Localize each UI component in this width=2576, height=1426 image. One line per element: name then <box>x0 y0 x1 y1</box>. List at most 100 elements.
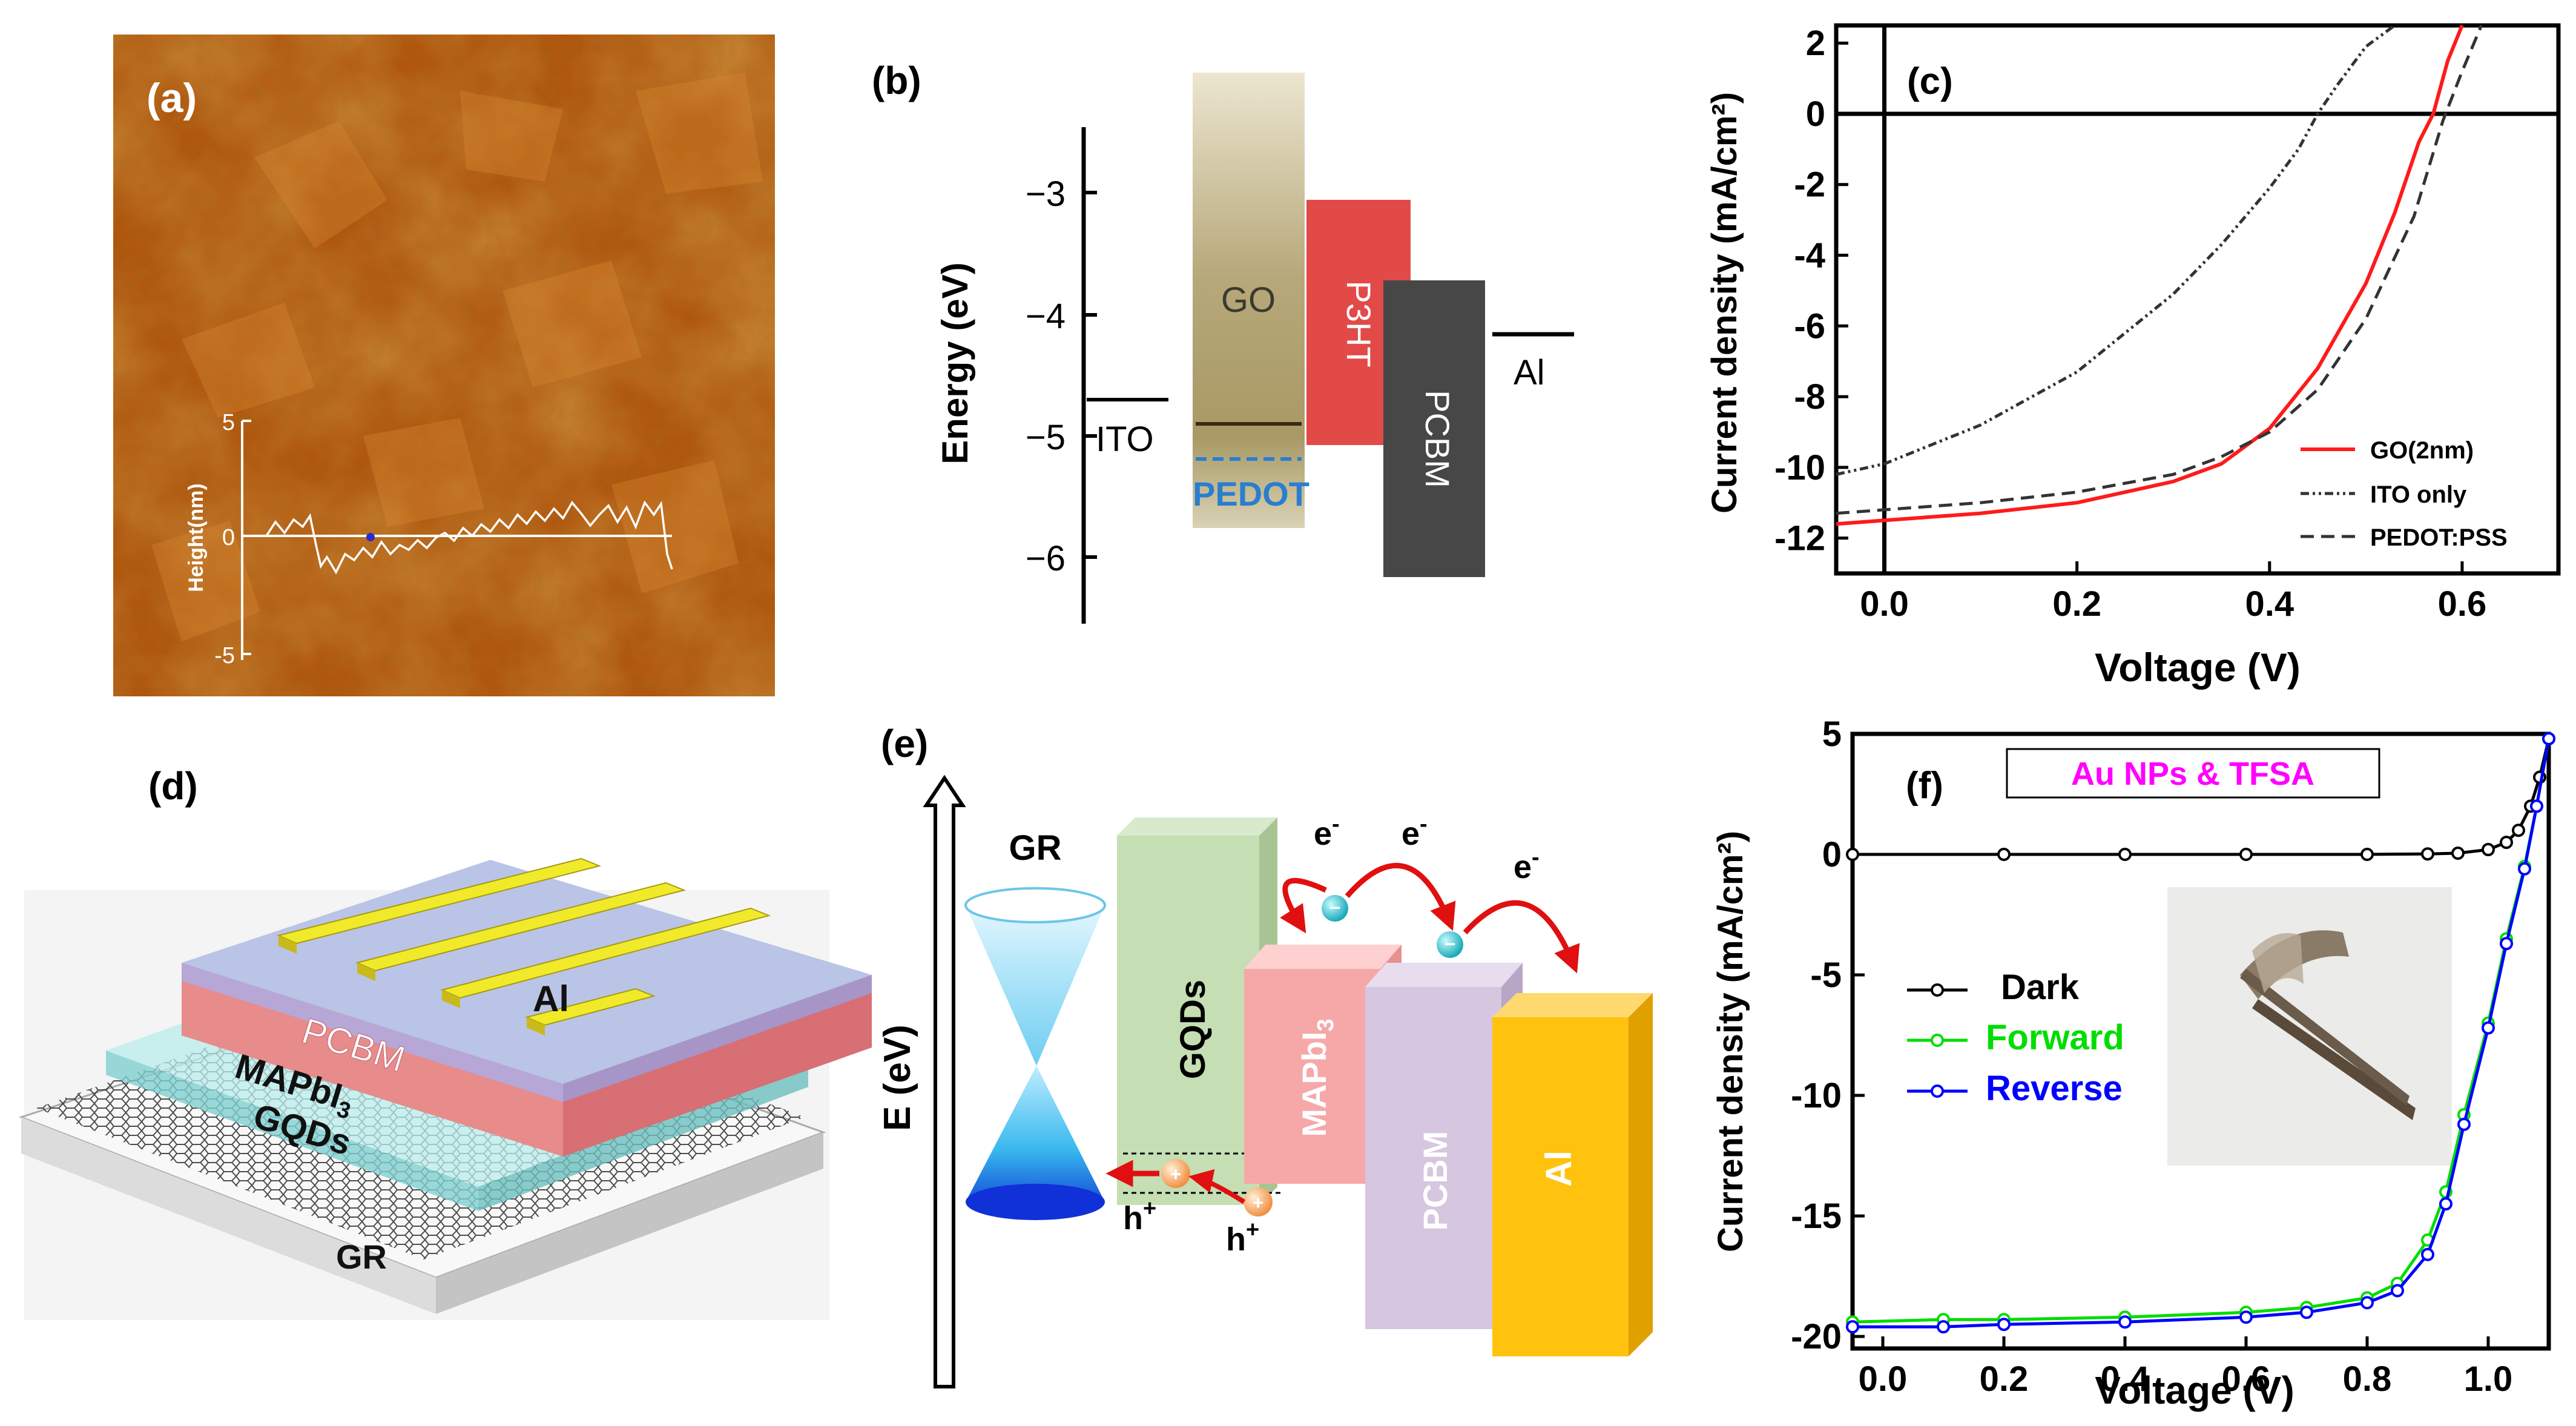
energy-arrow <box>923 774 966 1388</box>
x-tick-label: 0.0 <box>1860 584 1909 624</box>
gr-label-d: GR <box>336 1238 387 1276</box>
pedot-label: PEDOT <box>1193 475 1309 513</box>
hole-label-2-main: h <box>1226 1221 1246 1258</box>
dirac-cone-base <box>966 1184 1105 1220</box>
data-point <box>1937 1320 1950 1334</box>
hole-label-1-sup: + <box>1143 1196 1156 1221</box>
data-point <box>2518 862 2531 876</box>
y-tick-label: -2 <box>1794 165 1825 205</box>
substrate-front <box>21 1117 436 1314</box>
inset-ytick-5: 5 <box>222 410 235 435</box>
y-tick-label: -15 <box>1791 1197 1842 1236</box>
panel-c-label: (c) <box>1907 61 1953 102</box>
hole-arrow-2 <box>1188 1169 1246 1204</box>
data-point <box>2451 847 2465 860</box>
electron-1 <box>1322 895 1348 922</box>
data-point <box>1997 848 2011 862</box>
al-electrodes <box>276 857 771 1035</box>
y-tick-label: 0 <box>1822 835 1842 874</box>
x-tick-label: 0.6 <box>2438 584 2487 624</box>
hole-1 <box>1161 1159 1190 1188</box>
panel-d-label: (d) <box>148 764 198 808</box>
plot-c-legend: GO(2nm) ITO only PEDOT:PSS <box>2301 437 2508 551</box>
al-label-e: Al <box>1538 1150 1579 1187</box>
legend-dark: Dark <box>2001 968 2080 1007</box>
panel-a: (a) 5 0 -5 Height(nm) <box>113 35 775 696</box>
graphene-oxide-flakes <box>151 73 763 642</box>
mapbi-label-e-sub: 3 <box>1313 1018 1339 1031</box>
plot-c-ticks: 0.0 0.2 0.4 0.6 2 0 -2 -4 -6 -8 -10 -12 <box>1774 24 2486 624</box>
data-point <box>2500 937 2513 951</box>
electron-arrow-2 <box>1345 863 1456 931</box>
electron-label-2-main: e <box>1402 816 1420 852</box>
plot-c-xlabel: Voltage (V) <box>2095 645 2301 690</box>
data-point <box>2421 847 2434 861</box>
electron-1-sign: − <box>1329 897 1341 919</box>
plot-f-title: Au NPs & TFSA <box>2071 756 2314 792</box>
energy-tick-3: −3 <box>1026 174 1066 214</box>
data-point <box>1846 1320 1859 1334</box>
y-tick-label: -20 <box>1791 1317 1842 1356</box>
electron-arrow-3 <box>1463 900 1580 974</box>
data-point <box>1997 1318 2011 1332</box>
series-line-ito-only <box>1836 24 2396 476</box>
dirac-cone-rim <box>964 887 1106 923</box>
electron-label-3: e- <box>1514 845 1540 885</box>
energy-axis-label: Energy (eV) <box>935 262 975 464</box>
plot-c-ylabel: Current density (mA/cm²) <box>1705 92 1744 513</box>
series-line-go-2nm- <box>1836 24 2464 526</box>
panel-d: (d) Al PCBM MAPbI3 GQDs <box>18 764 872 1320</box>
energy-tick-4: −4 <box>1026 297 1066 336</box>
data-point <box>2482 843 2495 857</box>
p3ht-label: P3HT <box>1340 280 1378 367</box>
legend-ito: ITO only <box>2370 481 2467 508</box>
y-tick-label: -10 <box>1791 1076 1842 1115</box>
x-tick-label: 0.4 <box>2245 584 2294 624</box>
hole-1-sign: + <box>1170 1163 1182 1185</box>
y-tick-label: -4 <box>1794 236 1825 276</box>
plot-f-series <box>1846 731 2555 1334</box>
panel-c: 0.0 0.2 0.4 0.6 2 0 -2 -4 -6 -8 -10 -12 (c) Voltage… <box>1705 23 2561 690</box>
bent-device-photo <box>2167 887 2452 1166</box>
x-tick-label: 1.0 <box>2464 1359 2513 1399</box>
electron-2-sign: − <box>1444 933 1456 955</box>
hole-label-1: h+ <box>1123 1196 1156 1236</box>
x-tick-label: 0.2 <box>1980 1359 2029 1399</box>
plot-f-ticks: 0.0 0.2 0.4 0.6 0.8 1.0 5 0 -5 -10 -15 -20 <box>1791 715 2512 1399</box>
data-point <box>2512 824 2525 837</box>
pcbm-label-b: PCBM <box>1418 390 1457 488</box>
data-point <box>2439 1197 2452 1211</box>
plot-f-xlabel: Voltage (V) <box>2095 1368 2294 1412</box>
substrate-side <box>436 1132 823 1314</box>
mapbi-block-top <box>1244 945 1402 969</box>
x-tick-label: 0.8 <box>2343 1359 2392 1399</box>
plot-c-series <box>1836 24 2558 573</box>
series-line-pedot-pss <box>1836 25 2483 515</box>
go-block <box>1193 73 1305 528</box>
panel-e-label: (e) <box>881 722 928 765</box>
electron-arrow-1 <box>1280 877 1327 934</box>
electron-label-1-sup: - <box>1332 811 1340 837</box>
legend-go: GO(2nm) <box>2370 437 2474 464</box>
plot-f-title-box <box>2006 748 2380 799</box>
panel-b-label: (b) <box>872 59 921 102</box>
pcbm-label-e: PCBM <box>1416 1131 1454 1231</box>
hole-label-2-sup: + <box>1246 1217 1259 1243</box>
x-tick-label: 0.0 <box>1859 1359 1908 1399</box>
inset-ytick-minus5: -5 <box>214 643 235 668</box>
height-profile-trace <box>265 500 673 575</box>
legend-forward: Forward <box>1986 1018 2124 1057</box>
hole-2 <box>1244 1187 1273 1216</box>
pcbm-block-e-top <box>1365 963 1523 987</box>
plot-c-frame <box>1834 23 2561 576</box>
e-axis-label: E (eV) <box>877 1025 918 1131</box>
electron-label-1: e- <box>1314 811 1340 852</box>
pcbm-layer-front <box>182 963 563 1102</box>
data-point <box>2118 1315 2132 1329</box>
electron-label-2-sup: - <box>1420 811 1428 837</box>
al-block-side <box>1629 993 1653 1356</box>
mapbi-label-e-main: MAPbI <box>1295 1031 1333 1137</box>
panel-f: 0.0 0.2 0.4 0.6 0.8 1.0 5 0 -5 -10 -15 -20 (f) Au N… <box>1711 715 2555 1412</box>
gqds-block-front <box>1117 836 1259 1205</box>
pcbm-layer-side <box>563 975 872 1102</box>
